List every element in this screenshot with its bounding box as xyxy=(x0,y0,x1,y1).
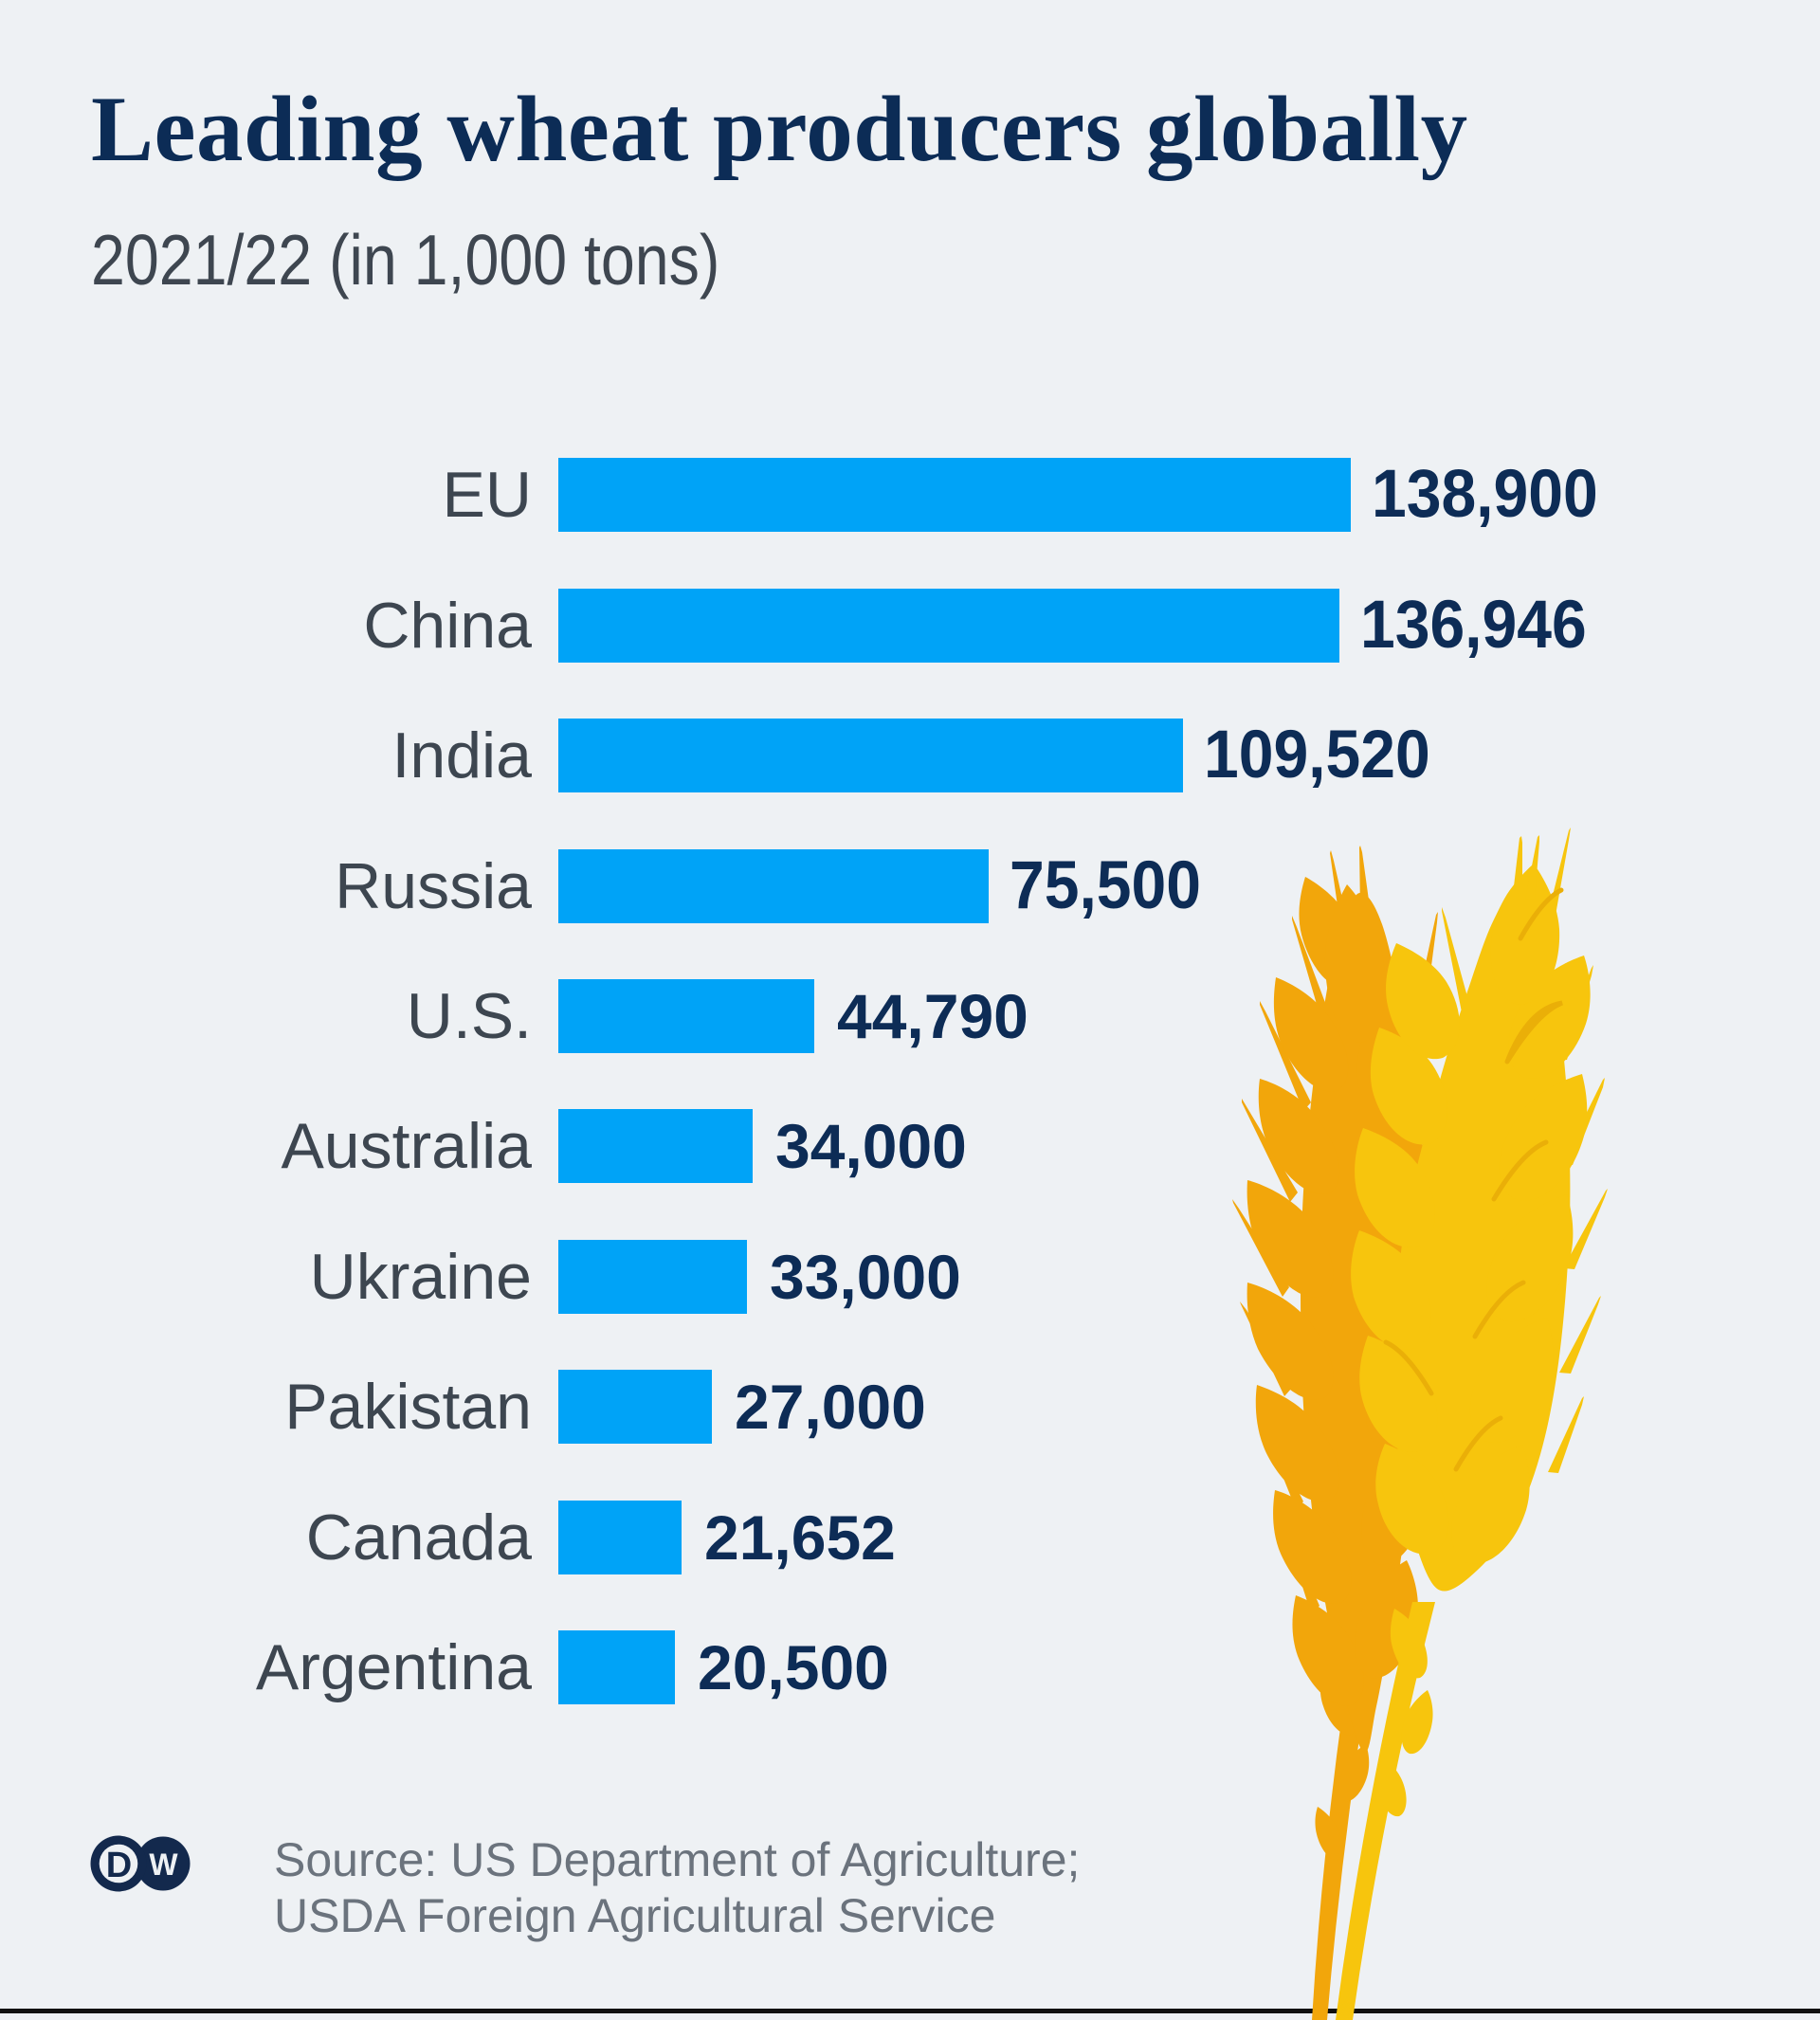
svg-text:D: D xyxy=(106,1846,132,1885)
svg-text:W: W xyxy=(149,1847,178,1882)
